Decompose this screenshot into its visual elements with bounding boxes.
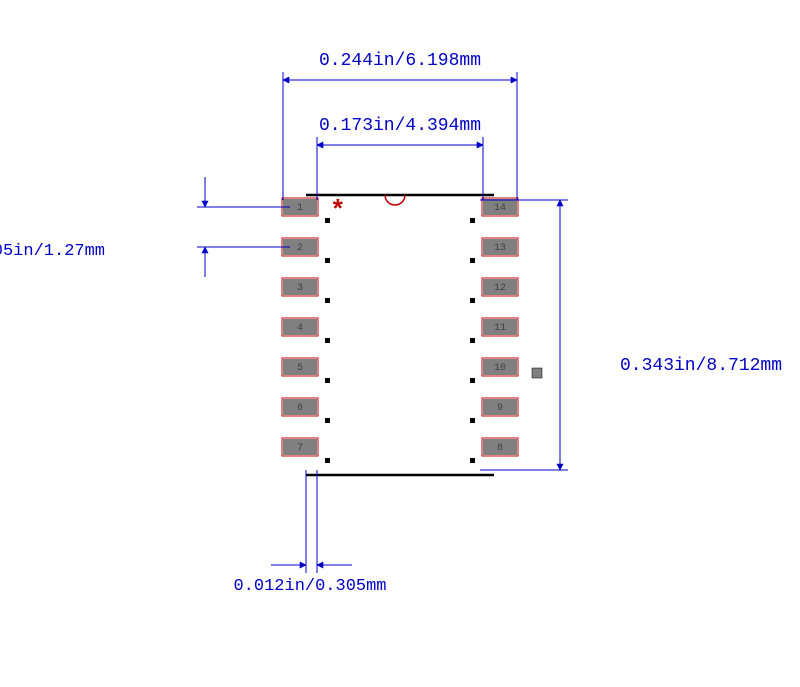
pin-number-2: 2 [297, 243, 303, 254]
pin-dot-14 [470, 218, 475, 223]
pin1-notch-arc [385, 195, 405, 205]
pin-dot-4 [325, 338, 330, 343]
pin-dot-3 [325, 298, 330, 303]
pin-dot-1 [325, 218, 330, 223]
pin-dot-7 [325, 458, 330, 463]
pin-dot-9 [470, 418, 475, 423]
dimensions-layer: 0.244in/6.198mm 0.173in/4.394mm 0.343in/8.… [0, 51, 782, 596]
pin1-star-marker: * [330, 196, 346, 226]
pin-dot-10 [470, 378, 475, 383]
pin-number-4: 4 [297, 323, 303, 334]
pin-number-9: 9 [497, 403, 503, 414]
pin-dot-12 [470, 298, 475, 303]
pin-number-10: 10 [494, 363, 506, 374]
pin-number-3: 3 [297, 283, 303, 294]
pin-number-13: 13 [494, 243, 506, 254]
pin-number-5: 5 [297, 363, 303, 374]
pin-number-14: 14 [494, 203, 506, 214]
pin-number-7: 7 [297, 443, 303, 454]
pin-pitch-label: 0.05in/1.27mm [0, 242, 105, 261]
pad-to-body-label: 0.012in/0.305mm [233, 577, 386, 596]
package-drawing: 1234567141312111098 * 0.244in/6.198mm0.1… [0, 0, 800, 687]
pin-dots-layer [325, 218, 475, 463]
pin-number-8: 8 [497, 443, 503, 454]
pin-dot-6 [325, 418, 330, 423]
pin-number-6: 6 [297, 403, 303, 414]
body-height-label: 0.343in/8.712mm [620, 356, 782, 376]
pin-dot-13 [470, 258, 475, 263]
pin-number-12: 12 [494, 283, 506, 294]
orientation-marker [532, 368, 542, 378]
pin-dot-8 [470, 458, 475, 463]
pin-dot-2 [325, 258, 330, 263]
pin-number-1: 1 [297, 203, 303, 214]
pin-dot-5 [325, 378, 330, 383]
pin-number-11: 11 [494, 323, 506, 334]
pin-dot-11 [470, 338, 475, 343]
pads-layer: 1234567141312111098 [282, 198, 518, 456]
overall-width-label: 0.244in/6.198mm [319, 51, 481, 71]
body-width-label: 0.173in/4.394mm [319, 116, 481, 136]
